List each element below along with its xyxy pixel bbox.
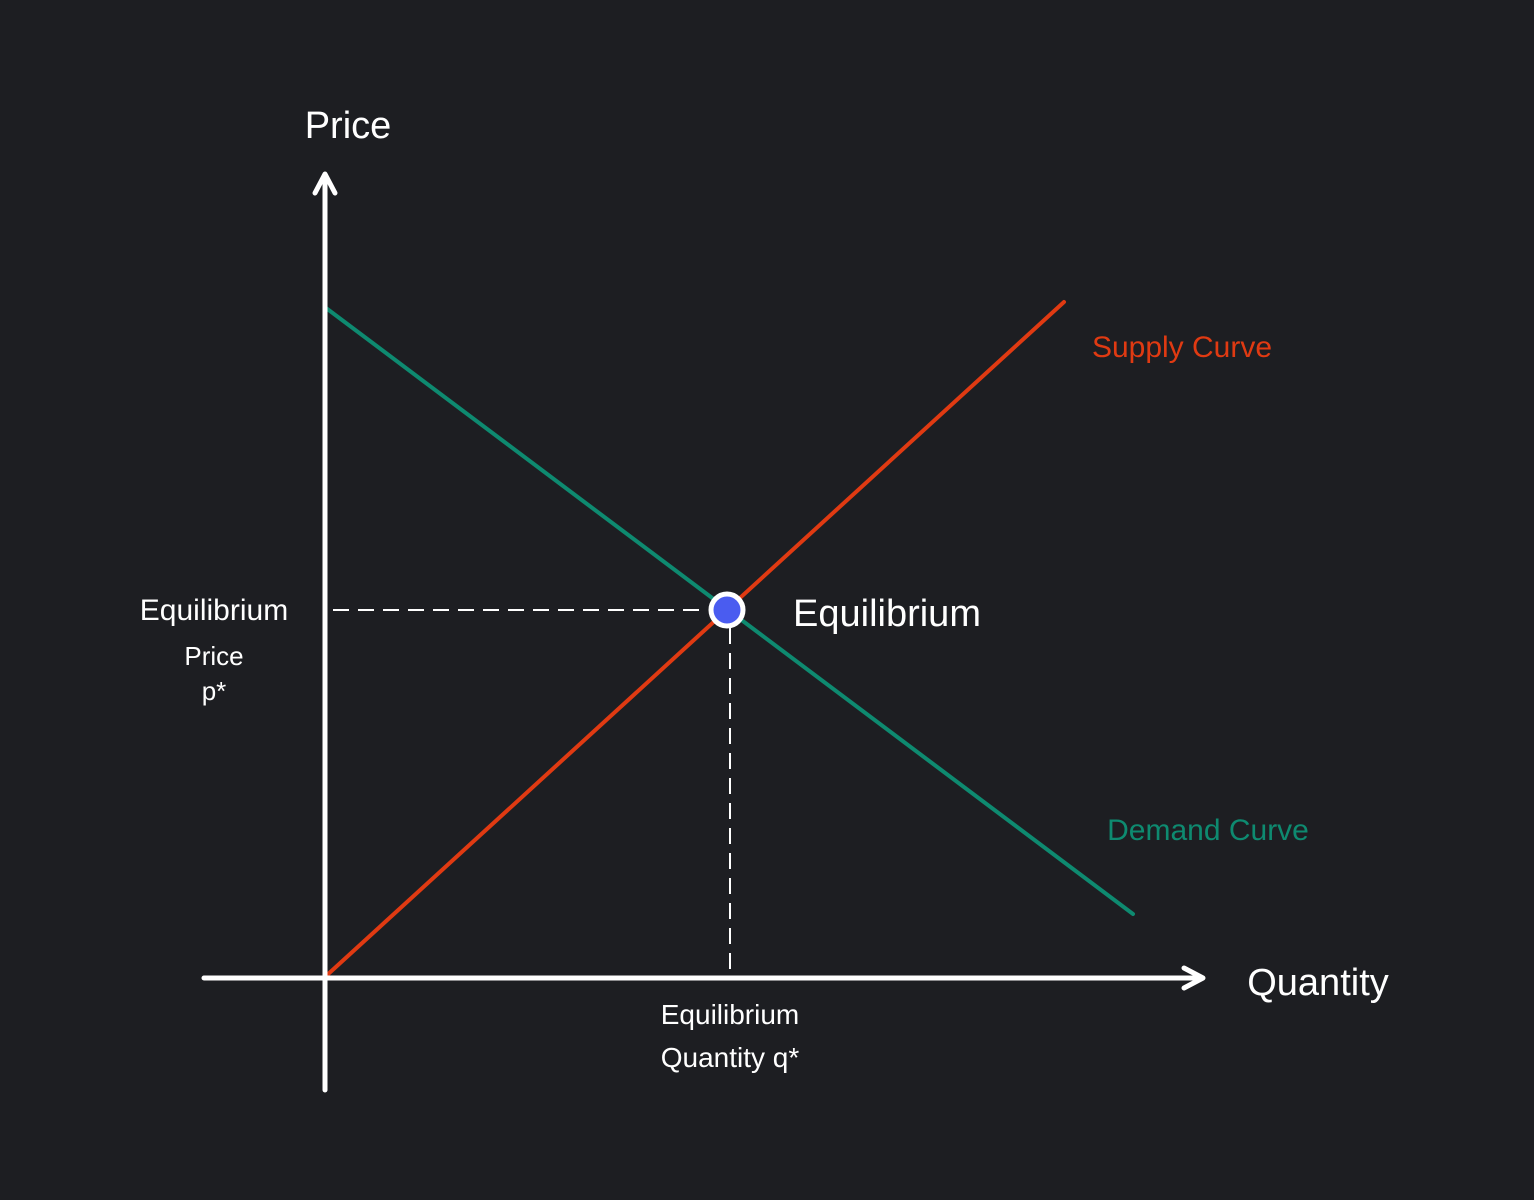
y-axis-label: Price <box>305 105 392 147</box>
equilibrium-point <box>708 591 746 629</box>
equilibrium-quantity-label-line-1: Equilibrium <box>661 999 800 1030</box>
x-axis-label: Quantity <box>1247 962 1389 1004</box>
supply-curve-line <box>324 300 1066 978</box>
equilibrium-quantity-label-line-2: Quantity q* <box>661 1042 800 1073</box>
equilibrium-price-label-line-2: Price <box>184 641 243 671</box>
equilibrium-price-label-line-3: p* <box>202 676 227 706</box>
y-axis-arrow-icon <box>312 171 338 196</box>
x-axis-arrow-icon <box>1181 965 1206 991</box>
supply-curve-label: Supply Curve <box>1092 331 1272 364</box>
demand-curve-label: Demand Curve <box>1107 814 1309 847</box>
equilibrium-price-label-line-1: Equilibrium <box>140 594 288 627</box>
equilibrium-label: Equilibrium <box>793 593 981 635</box>
